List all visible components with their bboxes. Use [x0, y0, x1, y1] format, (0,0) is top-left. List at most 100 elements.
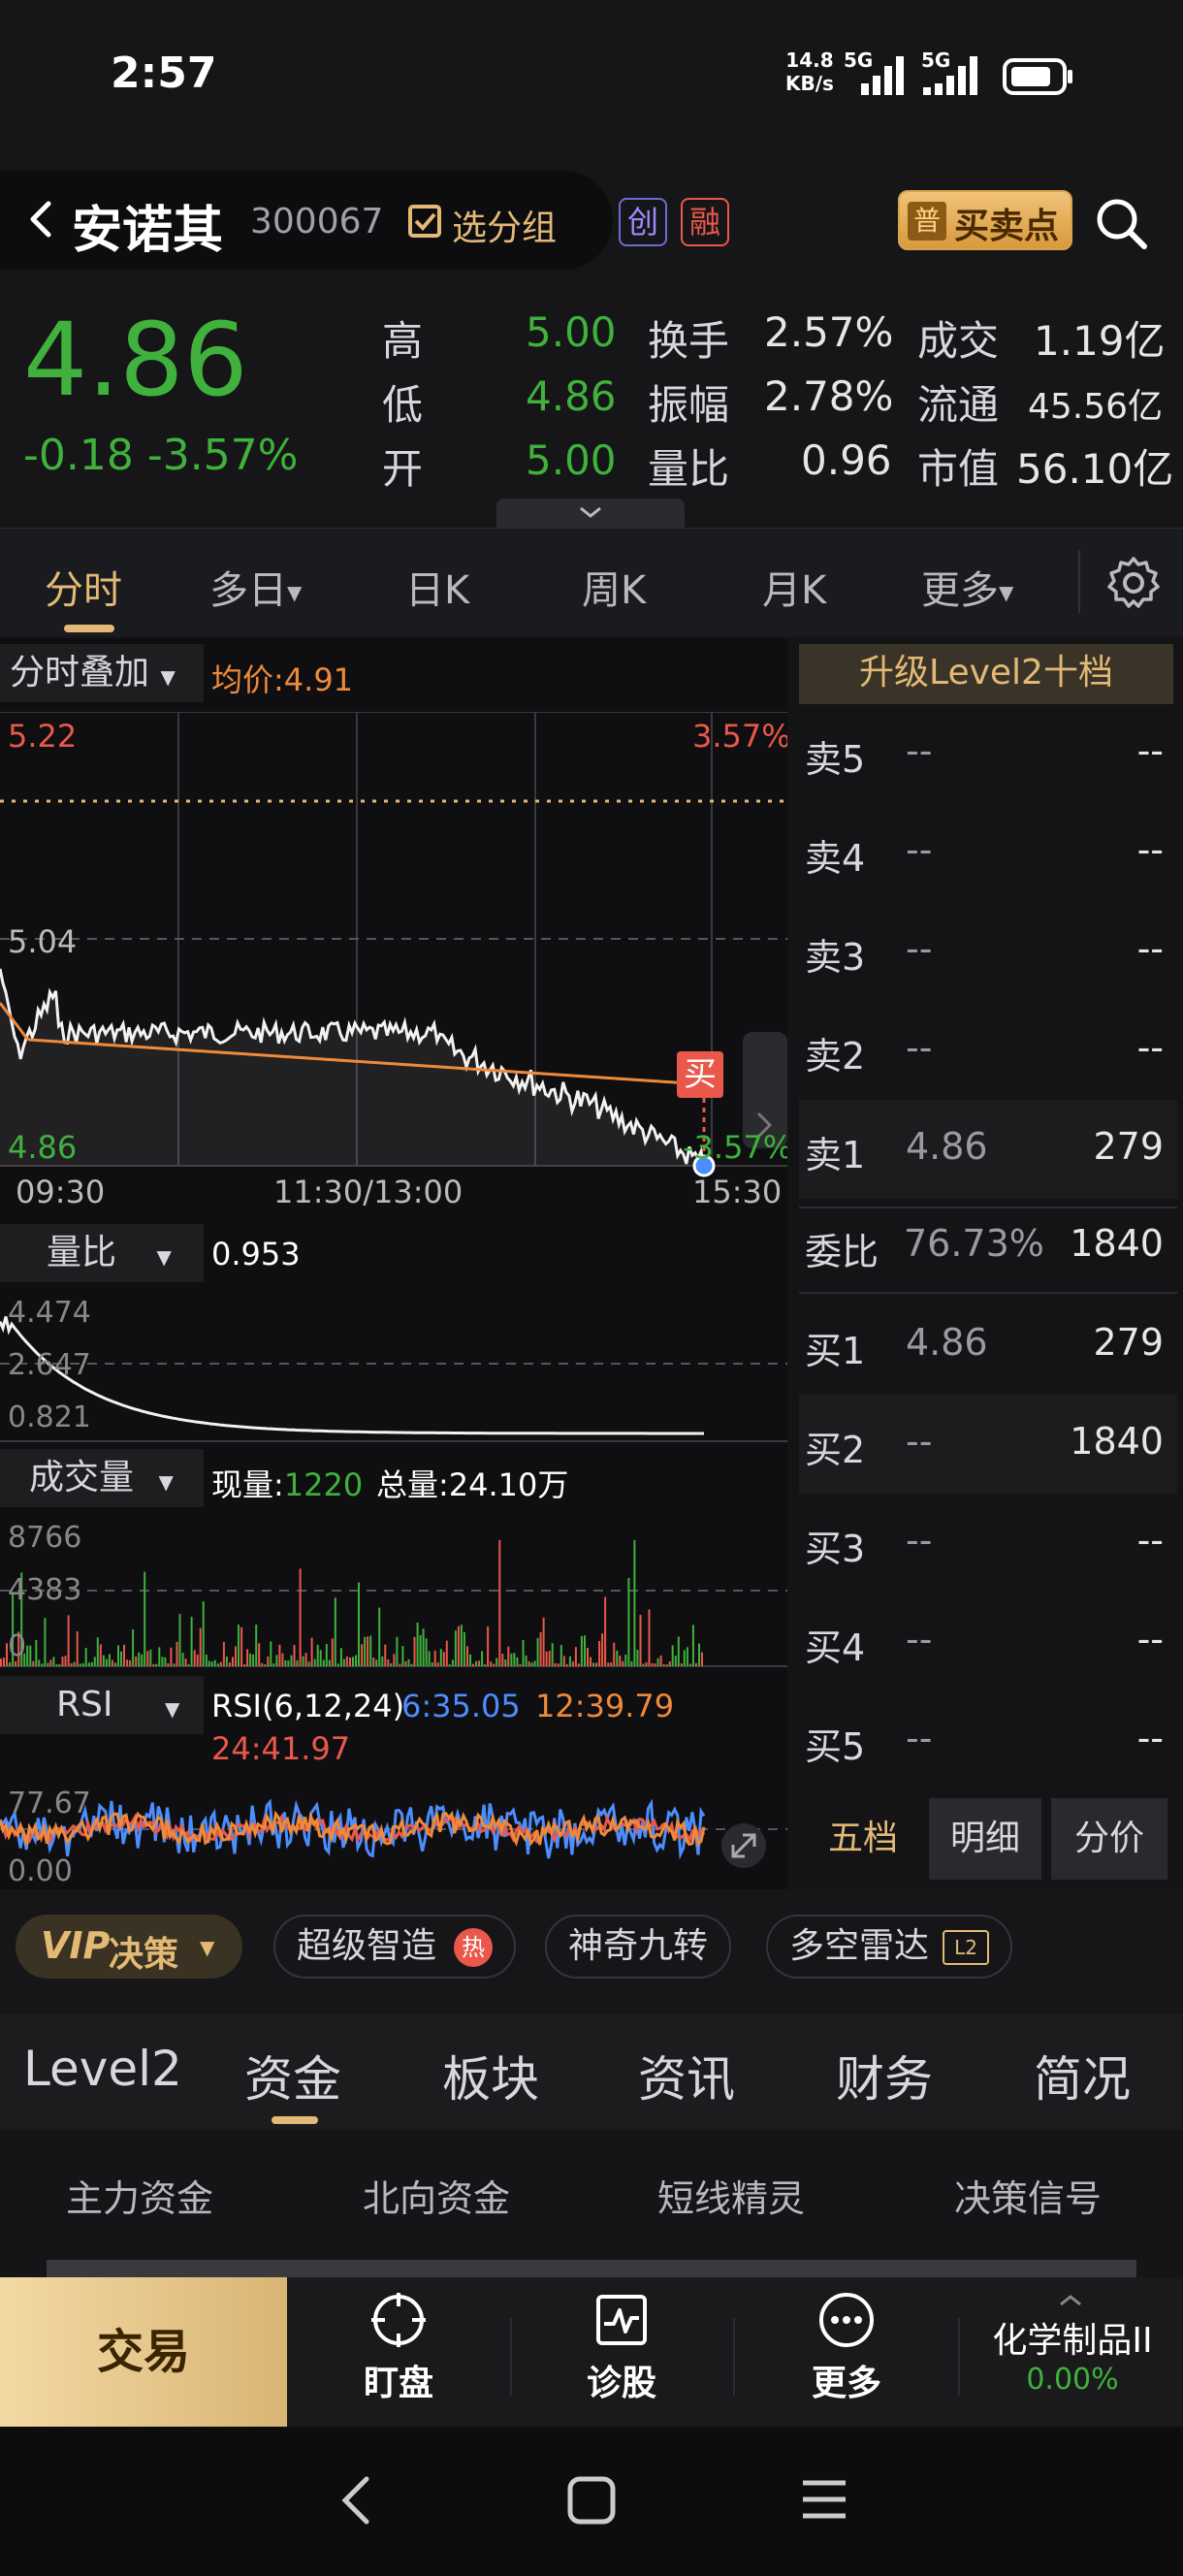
buy-marker[interactable]: 买	[677, 1051, 723, 1098]
volume-selector[interactable]: 成交量 ▼	[0, 1449, 204, 1507]
volume-bar	[355, 1655, 357, 1666]
volume-bar	[208, 1660, 210, 1666]
volume-bar	[568, 1656, 571, 1666]
volume-bar	[304, 1653, 307, 1666]
select-group-button[interactable]: 选分组	[452, 209, 558, 248]
volume-bar	[49, 1659, 52, 1666]
vip-decision-button[interactable]: VIP 决策 ▼	[16, 1915, 242, 1979]
intraday-chart[interactable]	[0, 712, 787, 1216]
gear-icon[interactable]	[1105, 555, 1162, 611]
volume-bar	[158, 1647, 161, 1666]
volume-bar	[84, 1648, 87, 1666]
tab-monthly-k[interactable]: 月K	[762, 568, 827, 613]
sector-name[interactable]: 化学制品II	[992, 2321, 1153, 2361]
stat-label-turnover: 换手	[648, 317, 730, 365]
upgrade-level2-button[interactable]: 升级Level2十档	[799, 644, 1173, 704]
volume-bar	[331, 1638, 334, 1666]
net-speed: 14.8 KB/s	[785, 48, 834, 95]
volume-bar	[196, 1655, 199, 1666]
volume-bar	[117, 1645, 119, 1666]
tab-news[interactable]: 资讯	[638, 2051, 735, 2108]
volume-bar	[686, 1647, 688, 1666]
back-arrow-icon[interactable]	[14, 192, 68, 246]
volume-bar	[252, 1654, 255, 1666]
volume-bar	[58, 1663, 61, 1666]
stat-label-amplitude: 振幅	[648, 381, 730, 429]
vip-decision-label: 决策	[109, 1935, 179, 1975]
axis-price-mid: 5.04	[8, 923, 78, 960]
time-open: 09:30	[16, 1174, 106, 1210]
chip-bull-bear-radar[interactable]: 多空雷达 L2	[766, 1915, 1013, 1979]
subtab-northbound[interactable]: 北向资金	[363, 2177, 511, 2220]
volume-bar	[584, 1635, 586, 1666]
nav-diagnose[interactable]: 诊股	[559, 2289, 685, 2405]
fullscreen-icon[interactable]	[719, 1821, 768, 1870]
bid-row-4: 买4 -- --	[799, 1593, 1177, 1691]
volume-bar	[701, 1652, 703, 1666]
stat-label-high: 高	[382, 317, 424, 365]
divider	[799, 1292, 1177, 1294]
search-icon[interactable]	[1090, 192, 1152, 254]
subtab-signals[interactable]: 决策信号	[954, 2177, 1103, 2220]
tab-more[interactable]: 更多▼	[921, 559, 1013, 615]
volume-bar	[463, 1631, 465, 1666]
system-home-icon[interactable]	[562, 2473, 621, 2528]
tab-five-level[interactable]: 五档	[827, 1819, 898, 1858]
rsi-chart	[0, 1798, 787, 1860]
volume-bar	[296, 1659, 299, 1666]
volume-bar	[293, 1645, 296, 1666]
tab-funds[interactable]: 资金	[244, 2051, 341, 2108]
volume-bar	[694, 1662, 697, 1666]
system-back-icon[interactable]	[332, 2471, 380, 2529]
chip-magic-nine[interactable]: 神奇九转	[545, 1915, 732, 1979]
nav-more[interactable]: 更多	[783, 2289, 910, 2405]
volume-bar	[410, 1663, 413, 1666]
vr-axis-mid: 2.647	[8, 1348, 91, 1382]
checkbox-icon[interactable]	[407, 204, 442, 239]
ask-volume: --	[1136, 828, 1164, 871]
tab-profile[interactable]: 简况	[1034, 2051, 1131, 2108]
system-menu-icon[interactable]	[797, 2475, 851, 2524]
ask-price: 4.86	[906, 1125, 988, 1168]
volume-bar	[96, 1637, 99, 1666]
volume-bar	[235, 1646, 237, 1666]
tab-sector[interactable]: 板块	[442, 2051, 539, 2108]
volume-bar	[114, 1662, 116, 1666]
stat-label-open: 开	[382, 445, 424, 493]
divider	[510, 2318, 512, 2396]
tab-detail[interactable]: 明细	[929, 1798, 1041, 1880]
tab-weekly-k[interactable]: 周K	[582, 568, 647, 613]
volume-bar	[469, 1654, 471, 1666]
volume-bar	[571, 1661, 574, 1666]
tab-multi-day[interactable]: 多日▼	[209, 559, 302, 615]
overlay-selector[interactable]: 分时叠加 ▼	[0, 644, 204, 702]
subtab-main-funds[interactable]: 主力资金	[66, 2177, 214, 2220]
volume-bar	[17, 1631, 20, 1666]
volume-bar	[422, 1628, 425, 1666]
tab-more-label: 更多	[921, 568, 999, 613]
tab-daily-k[interactable]: 日K	[405, 568, 470, 613]
bid-price: --	[906, 1420, 933, 1463]
tab-intraday[interactable]: 分时	[45, 568, 122, 613]
volume-bar	[378, 1607, 381, 1666]
nav-watch[interactable]: 盯盘	[336, 2289, 462, 2405]
volume-bar	[662, 1663, 665, 1666]
volume-bar	[358, 1582, 360, 1666]
tab-finance[interactable]: 财务	[836, 2051, 933, 2108]
subtab-short-term[interactable]: 短线精灵	[657, 2177, 806, 2220]
volume-bar	[170, 1647, 173, 1666]
volume-bar	[205, 1655, 208, 1666]
bid-price: --	[906, 1519, 933, 1562]
trade-button[interactable]: 交易	[0, 2277, 287, 2427]
expand-quote-button[interactable]	[496, 499, 685, 528]
tab-underline	[64, 625, 114, 632]
tab-level2[interactable]: Level2	[23, 2041, 182, 2097]
chip-super-manufacturing[interactable]: 超级智造 热	[273, 1915, 517, 1979]
volume-bar	[557, 1663, 560, 1666]
tab-price-dist[interactable]: 分价	[1051, 1798, 1167, 1880]
divider	[799, 1207, 1177, 1208]
volume-bar	[507, 1646, 510, 1666]
bid-volume: --	[1136, 1717, 1164, 1759]
rsi-selector[interactable]: RSI ▼	[0, 1676, 204, 1734]
volume-ratio-selector[interactable]: 量比 ▼	[0, 1224, 204, 1282]
